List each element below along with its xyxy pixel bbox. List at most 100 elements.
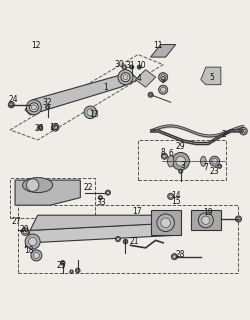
- Text: 19: 19: [203, 208, 212, 217]
- Text: 14: 14: [170, 191, 180, 200]
- Circle shape: [240, 129, 244, 133]
- Circle shape: [51, 124, 59, 131]
- Circle shape: [121, 73, 129, 81]
- Circle shape: [168, 195, 172, 198]
- Circle shape: [60, 261, 65, 265]
- Circle shape: [115, 236, 120, 242]
- Circle shape: [137, 65, 141, 69]
- Circle shape: [239, 127, 246, 135]
- Text: 25: 25: [56, 261, 66, 270]
- Circle shape: [160, 87, 165, 92]
- Circle shape: [122, 75, 128, 80]
- Circle shape: [26, 100, 41, 115]
- Circle shape: [120, 73, 130, 82]
- Text: 3: 3: [180, 161, 185, 170]
- Circle shape: [106, 191, 109, 194]
- Polygon shape: [150, 210, 180, 235]
- Circle shape: [124, 240, 126, 243]
- Circle shape: [99, 196, 101, 199]
- Circle shape: [31, 105, 36, 110]
- Circle shape: [162, 155, 166, 158]
- Text: 4: 4: [136, 74, 141, 83]
- Circle shape: [201, 216, 209, 224]
- Text: 2: 2: [220, 131, 225, 140]
- Text: 5: 5: [209, 73, 214, 82]
- Circle shape: [46, 106, 48, 108]
- Circle shape: [236, 217, 239, 221]
- Text: 17: 17: [132, 207, 141, 216]
- Circle shape: [28, 237, 37, 246]
- Circle shape: [46, 105, 50, 109]
- Circle shape: [26, 179, 39, 191]
- Circle shape: [98, 196, 102, 200]
- Circle shape: [61, 262, 64, 264]
- Text: 13: 13: [89, 110, 99, 119]
- Circle shape: [175, 156, 185, 166]
- Circle shape: [70, 270, 73, 274]
- Circle shape: [123, 239, 127, 244]
- Circle shape: [70, 271, 72, 273]
- Circle shape: [130, 66, 132, 68]
- Circle shape: [148, 92, 152, 97]
- Circle shape: [179, 170, 181, 172]
- Circle shape: [38, 125, 43, 130]
- Circle shape: [148, 93, 152, 96]
- Ellipse shape: [167, 156, 173, 167]
- Circle shape: [105, 190, 110, 195]
- Text: 26: 26: [34, 124, 43, 133]
- Text: 12: 12: [32, 41, 41, 50]
- Circle shape: [75, 268, 80, 273]
- Circle shape: [23, 229, 27, 234]
- Circle shape: [209, 156, 219, 166]
- Circle shape: [33, 252, 39, 259]
- Circle shape: [30, 103, 38, 111]
- Circle shape: [167, 193, 173, 199]
- Text: 31: 31: [125, 61, 135, 70]
- Circle shape: [84, 106, 96, 119]
- Circle shape: [178, 169, 182, 173]
- Circle shape: [53, 125, 57, 130]
- Circle shape: [171, 152, 189, 170]
- Circle shape: [25, 234, 40, 249]
- Circle shape: [160, 75, 165, 80]
- Circle shape: [31, 250, 42, 261]
- Circle shape: [129, 65, 133, 69]
- Circle shape: [234, 216, 240, 222]
- Polygon shape: [150, 44, 175, 57]
- Circle shape: [158, 73, 167, 82]
- Polygon shape: [200, 67, 220, 85]
- Text: 18: 18: [24, 246, 34, 255]
- Ellipse shape: [22, 178, 52, 193]
- Circle shape: [161, 153, 167, 159]
- Polygon shape: [25, 72, 138, 115]
- Circle shape: [218, 165, 220, 167]
- Circle shape: [138, 66, 140, 68]
- Text: 27: 27: [12, 217, 21, 226]
- Text: 6: 6: [168, 149, 172, 158]
- Circle shape: [8, 102, 14, 108]
- Text: 21: 21: [129, 237, 138, 246]
- Text: 32: 32: [43, 98, 52, 107]
- Circle shape: [122, 66, 125, 68]
- Circle shape: [10, 103, 13, 107]
- Text: 1: 1: [103, 83, 107, 92]
- Text: 30: 30: [114, 60, 124, 69]
- Text: 9: 9: [160, 76, 164, 85]
- Polygon shape: [135, 70, 155, 87]
- Text: 15: 15: [170, 197, 180, 206]
- Circle shape: [156, 214, 174, 232]
- Circle shape: [198, 213, 212, 228]
- Circle shape: [76, 269, 79, 272]
- Text: 28: 28: [175, 250, 185, 259]
- Circle shape: [86, 109, 94, 116]
- Text: 22: 22: [83, 183, 92, 192]
- Text: 7: 7: [202, 163, 207, 172]
- Polygon shape: [190, 210, 220, 230]
- Circle shape: [160, 218, 170, 228]
- Polygon shape: [30, 215, 180, 230]
- Text: 11: 11: [153, 41, 162, 50]
- Ellipse shape: [200, 156, 205, 166]
- Circle shape: [211, 158, 216, 164]
- Polygon shape: [25, 223, 175, 248]
- Text: 10: 10: [136, 61, 145, 70]
